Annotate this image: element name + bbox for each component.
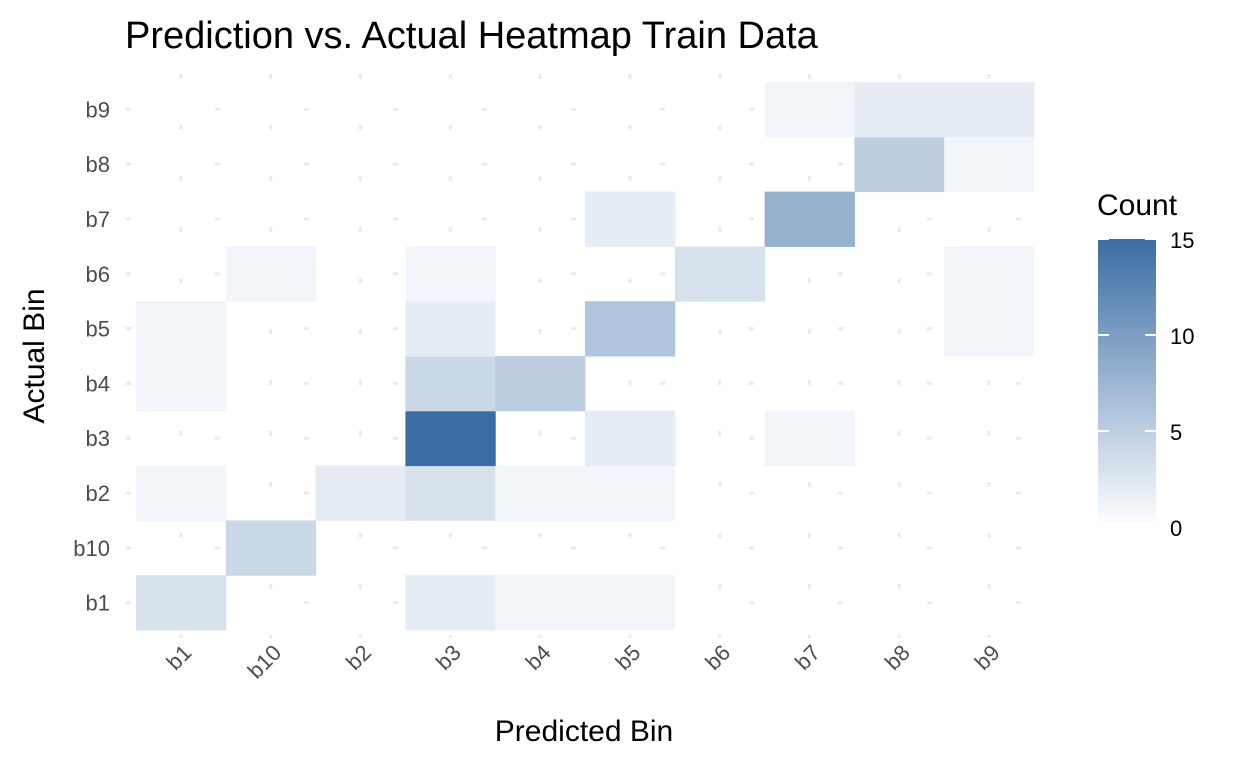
y-axis-title: Actual Bin (18, 288, 51, 423)
legend-ticks: 0 5 10 15 (1098, 228, 1194, 541)
x-tick-label: b8 (880, 640, 915, 675)
heatmap-cell (405, 410, 496, 467)
legend: Count 0 5 10 15 (1097, 189, 1194, 541)
legend-tick-label: 10 (1170, 324, 1194, 349)
x-axis-title: Predicted Bin (495, 715, 673, 748)
x-tick-label: b6 (700, 640, 735, 675)
heatmap-cell (585, 191, 676, 247)
heatmap-cell (405, 301, 496, 357)
x-tick-label: b7 (790, 640, 825, 675)
legend-tick-label: 15 (1170, 228, 1194, 253)
y-tick-label: b6 (86, 262, 110, 287)
x-tick-label: b4 (521, 640, 556, 675)
legend-tick-label: 5 (1170, 420, 1182, 445)
x-tick-label: b1 (161, 640, 196, 675)
y-tick-label: b2 (86, 481, 110, 506)
heatmap-cell (585, 301, 676, 357)
y-tick-label: b7 (86, 207, 110, 232)
heatmap-cell (944, 246, 1035, 302)
heatmap-cell (764, 191, 855, 247)
cell-layer (136, 82, 1035, 631)
heatmap-cell (136, 465, 227, 521)
x-axis-ticks: b1 b10 b2 b3 b4 b5 b6 b7 b8 b9 (161, 640, 1004, 684)
heatmap-cell (136, 356, 227, 412)
y-tick-label: b4 (86, 371, 110, 396)
heatmap-cell (495, 465, 586, 521)
legend-title: Count (1097, 189, 1178, 222)
x-tick-label: b10 (243, 640, 287, 684)
heatmap-cell (225, 246, 317, 302)
y-axis-ticks: b1 b10 b2 b3 b4 b5 b6 b7 b8 b9 (73, 97, 110, 615)
y-tick-label: b10 (73, 536, 110, 561)
heatmap-cell (764, 410, 855, 467)
heatmap-cell (405, 465, 496, 521)
chart-title: Prediction vs. Actual Heatmap Train Data (125, 15, 819, 57)
legend-colorbar (1098, 239, 1156, 527)
heatmap-cell (136, 575, 227, 631)
y-tick-label: b5 (86, 317, 110, 342)
heatmap-cell (315, 465, 406, 521)
heatmap-cell (854, 82, 945, 138)
heatmap-cell (405, 356, 496, 412)
y-tick-label: b1 (86, 591, 110, 616)
heatmap-cell (764, 82, 855, 138)
heatmap-cell (136, 301, 227, 357)
y-tick-label: b8 (86, 152, 110, 177)
legend-tick-label: 0 (1170, 516, 1182, 541)
heatmap-cell (585, 575, 676, 631)
heatmap-cell (495, 356, 586, 412)
heatmap-cell (495, 575, 586, 631)
heatmap-cell (585, 465, 676, 521)
heatmap-cell (405, 575, 496, 631)
heatmap-cell (585, 410, 676, 467)
heatmap-cell (405, 246, 496, 302)
heatmap-cell (944, 82, 1035, 138)
heatmap-cell (225, 520, 317, 576)
heatmap-cell (854, 136, 945, 193)
y-tick-label: b9 (86, 97, 110, 122)
heatmap-cell (674, 246, 766, 302)
heatmap-cell (944, 301, 1035, 357)
y-tick-label: b3 (86, 426, 110, 451)
x-tick-label: b2 (341, 640, 376, 675)
heatmap-cell (944, 136, 1035, 193)
x-tick-label: b3 (431, 640, 466, 675)
x-tick-label: b5 (610, 640, 645, 675)
x-tick-label: b9 (970, 640, 1005, 675)
